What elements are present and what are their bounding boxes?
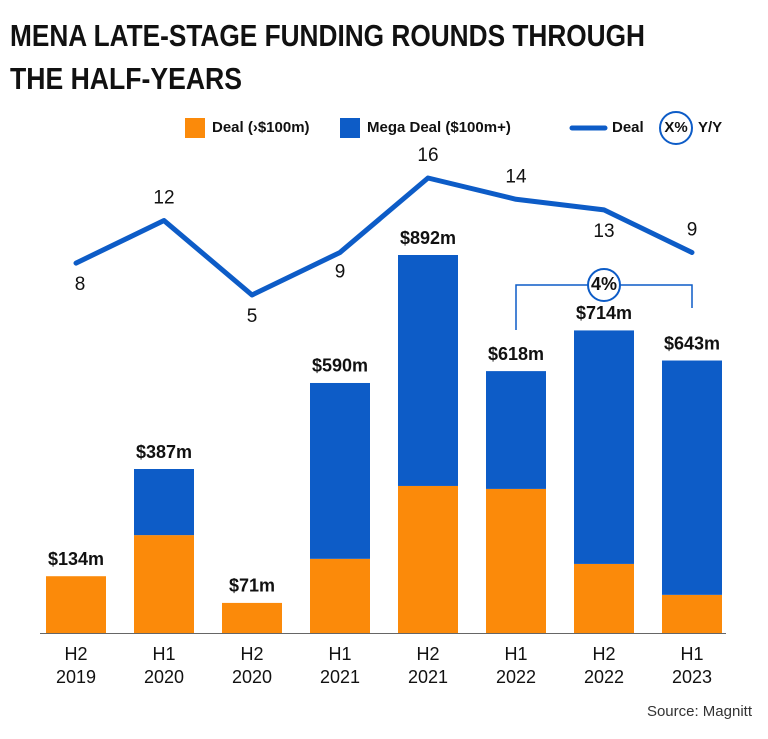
data-label: 12 — [153, 188, 174, 209]
data-label: 14 — [505, 166, 527, 187]
bar-segment — [574, 330, 634, 564]
x-tick-label: H2 2020 — [232, 644, 272, 687]
chart-title: MENA LATE-STAGE FUNDING ROUNDS THROUGH — [10, 18, 645, 53]
annotation-label: 4% — [591, 274, 617, 294]
bar-segment — [46, 576, 106, 633]
x-tick-label: H2 2019 — [56, 644, 96, 687]
total-label: $714m — [576, 303, 632, 323]
total-label: $590m — [312, 356, 368, 376]
source: Source: Magnitt — [647, 703, 753, 720]
legend-label: Y/Y — [698, 119, 722, 136]
line — [73, 175, 695, 298]
data-label: 13 — [593, 221, 614, 242]
legend-symbol: X% — [664, 119, 687, 136]
data-label: 5 — [247, 306, 258, 327]
bar-segment — [310, 382, 370, 559]
bar-segment — [398, 485, 458, 633]
bar-segment — [662, 360, 722, 595]
x-tick-label: H2 2021 — [408, 644, 448, 687]
bar-segment — [134, 535, 194, 633]
x-tick-label: H1 2020 — [144, 644, 184, 687]
x-tick-label: H2 2022 — [584, 644, 624, 687]
data-label: 9 — [687, 219, 698, 240]
legend-label: Deal (›$100m) — [212, 119, 310, 136]
total-label: $134m — [48, 549, 104, 569]
total-label: $643m — [664, 333, 720, 353]
total-label: $387m — [136, 442, 192, 462]
annotation-circle — [587, 268, 621, 302]
legend-swatch — [185, 118, 205, 138]
x-tick-label: H1 2022 — [496, 644, 536, 687]
total-label: $892m — [400, 228, 456, 248]
legend-label: Deal — [612, 119, 644, 136]
bar-segment — [486, 488, 546, 633]
bar-segment — [398, 255, 458, 486]
legend-label: Mega Deal ($100m+) — [367, 119, 511, 136]
bar-segment — [222, 602, 282, 633]
total-label: $618m — [488, 344, 544, 364]
bar-segment — [486, 371, 546, 489]
total-label: $71m — [229, 576, 275, 596]
bar-segment — [662, 594, 722, 633]
data-label: 9 — [335, 261, 346, 282]
legend-swatch — [340, 118, 360, 138]
legend-circle — [659, 111, 693, 145]
bar-segment — [134, 469, 194, 536]
x-tick-label: H1 2021 — [320, 644, 360, 687]
data-label: 8 — [75, 274, 86, 295]
bar-segment — [310, 558, 370, 633]
chart-title: THE HALF-YEARS — [10, 61, 242, 96]
bar-segment — [574, 563, 634, 633]
data-label: 16 — [417, 145, 438, 166]
x-tick-label: H1 2023 — [672, 644, 712, 687]
